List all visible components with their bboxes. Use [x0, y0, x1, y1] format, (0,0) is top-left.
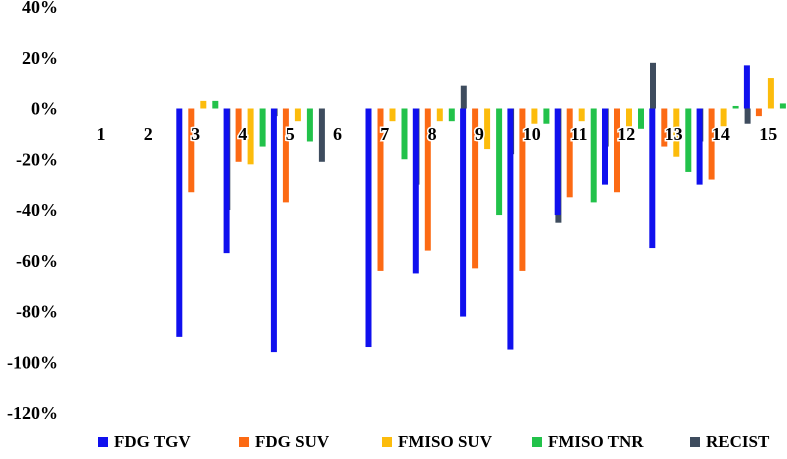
bar-fmiso-tnr	[685, 108, 692, 172]
bar-fmiso-tnr	[306, 108, 313, 142]
bar-fdg-suv	[755, 108, 762, 117]
bar-fdg-tgv	[743, 65, 750, 109]
legend: FDG TGV FDG SUV FMISO SUV FMISO TNR RECIST	[98, 432, 770, 451]
bar-fmiso-suv	[626, 108, 632, 127]
bar-recist	[318, 108, 325, 162]
bar-fdg-suv	[519, 108, 526, 271]
legend-swatch	[532, 437, 542, 447]
y-tick-label: -120%	[7, 403, 58, 423]
category-label: 7	[380, 124, 389, 144]
bar-fdg-suv	[661, 108, 668, 147]
legend-label: FDG TGV	[114, 432, 191, 451]
y-tick-label: -20%	[16, 149, 58, 169]
bar-fdg-suv	[614, 108, 620, 193]
bar-fdg-suv	[424, 108, 431, 251]
legend-label: FMISO TNR	[548, 432, 644, 451]
bar-fdg-suv	[282, 108, 289, 203]
legend-item: FDG TGV	[98, 432, 191, 451]
y-tick-label: -40%	[16, 200, 58, 220]
category-label: 4	[238, 124, 247, 144]
legend-label: FDG SUV	[255, 432, 330, 451]
bar-fmiso-tnr	[212, 100, 219, 109]
bar-fmiso-suv	[673, 108, 680, 157]
bar-fmiso-suv	[200, 100, 207, 109]
category-label: 14	[712, 124, 730, 144]
bar-fdg-tgv	[602, 108, 608, 185]
bar-fdg-tgv	[696, 108, 703, 185]
bar-fmiso-suv	[389, 108, 396, 122]
y-tick-label: -80%	[16, 302, 58, 322]
category-label: 1	[97, 124, 106, 144]
legend-item: FMISO TNR	[532, 432, 644, 451]
bar-fmiso-tnr	[638, 108, 644, 129]
y-tick-label: 40%	[22, 0, 58, 17]
bars	[176, 62, 786, 353]
legend-swatch	[239, 437, 249, 447]
bar-fmiso-tnr	[496, 108, 503, 216]
bar-fmiso-suv	[484, 108, 491, 150]
bar-recist	[650, 62, 656, 109]
bar-fmiso-suv	[436, 108, 443, 122]
bar-fdg-tgv	[176, 108, 183, 337]
category-label: 5	[286, 124, 295, 144]
bar-fdg-suv	[472, 108, 479, 269]
bar-fdg-tgv	[649, 108, 656, 249]
legend-item: FMISO SUV	[382, 432, 493, 451]
category-label: 2	[144, 124, 153, 144]
y-tick-label: 20%	[22, 48, 58, 68]
bar-fmiso-tnr	[401, 108, 408, 160]
legend-item: RECIST	[690, 432, 770, 451]
bar-fmiso-suv	[294, 108, 301, 122]
legend-label: FMISO SUV	[398, 432, 493, 451]
legend-swatch	[98, 437, 108, 447]
legend-label: RECIST	[706, 432, 770, 451]
bar-fdg-suv	[566, 108, 573, 198]
category-label: 11	[570, 124, 587, 144]
bar-recist	[744, 108, 751, 124]
bar-fmiso-suv	[767, 78, 774, 109]
bar-fdg-tgv	[460, 108, 467, 317]
bar-fdg-tgv	[223, 108, 230, 254]
y-tick-label: 0%	[31, 99, 58, 119]
bar-fmiso-tnr	[448, 108, 455, 122]
legend-item: FDG SUV	[239, 432, 330, 451]
category-label: 8	[428, 124, 437, 144]
category-label: 13	[665, 124, 683, 144]
legend-swatch	[382, 437, 392, 447]
bar-fdg-suv	[188, 108, 195, 193]
bar-fdg-suv	[377, 108, 384, 271]
bar-fdg-tgv	[365, 108, 372, 348]
category-label: 9	[475, 124, 484, 144]
bar-fdg-suv	[708, 108, 715, 180]
bar-fdg-suv	[235, 108, 242, 162]
bar-fmiso-suv	[578, 108, 585, 122]
bar-fdg-tgv	[270, 108, 277, 353]
category-labels: 1 2 3 4 5 6 7 8 9 10 11 12 13 14 15	[95, 123, 779, 146]
bar-fmiso-tnr	[590, 108, 597, 203]
category-label: 15	[759, 124, 777, 144]
bar-fmiso-suv	[720, 108, 727, 127]
bar-fdg-tgv	[507, 108, 514, 350]
bar-fdg-tgv	[554, 108, 561, 216]
y-tick-label: -60%	[16, 251, 58, 271]
bar-fdg-tgv	[412, 108, 419, 274]
bar-fmiso-tnr	[779, 103, 786, 109]
bar-fmiso-tnr	[543, 108, 550, 124]
bar-fmiso-tnr	[732, 105, 739, 109]
category-label: 12	[617, 124, 635, 144]
bar-recist	[460, 85, 467, 109]
legend-swatch	[690, 437, 700, 447]
bar-fmiso-suv	[531, 108, 538, 124]
bar-fmiso-suv	[247, 108, 254, 165]
y-tick-label: -100%	[7, 352, 58, 372]
category-label: 6	[333, 124, 342, 144]
category-label: 10	[523, 124, 541, 144]
y-axis: 40% 20% 0% -20% -40% -60% -80% -100% -120%	[7, 0, 58, 423]
category-label: 3	[191, 124, 200, 144]
bar-fmiso-tnr	[259, 108, 266, 147]
